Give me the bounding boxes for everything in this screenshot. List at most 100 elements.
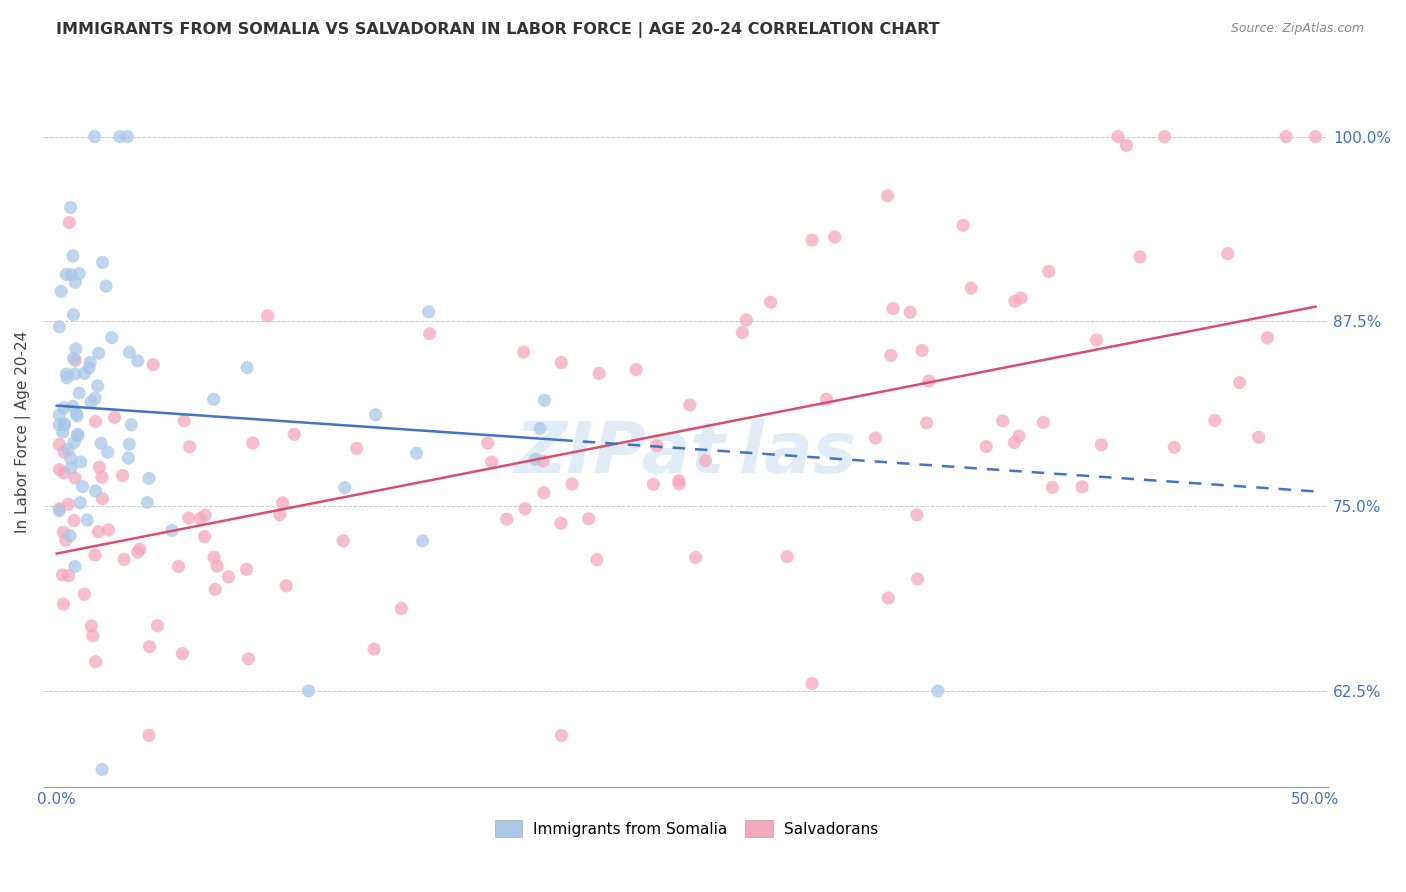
Point — [83, 129, 105, 144]
Point — [271, 496, 294, 510]
Point — [905, 508, 928, 522]
Point — [876, 188, 898, 202]
Point — [52, 525, 75, 540]
Point — [389, 601, 412, 615]
Point — [586, 553, 609, 567]
Point — [1153, 129, 1175, 144]
Point — [48, 437, 70, 451]
Point — [142, 358, 165, 372]
Point — [48, 417, 70, 432]
Point — [276, 579, 298, 593]
Point — [127, 354, 149, 368]
Point — [269, 508, 291, 522]
Point — [911, 343, 934, 358]
Point — [405, 446, 427, 460]
Point — [91, 255, 114, 269]
Point — [167, 559, 190, 574]
Point — [73, 587, 96, 601]
Point — [177, 511, 200, 525]
Point — [202, 392, 225, 407]
Point — [550, 728, 572, 742]
Point — [59, 451, 82, 466]
Point — [84, 415, 107, 429]
Point — [236, 360, 259, 375]
Point — [735, 313, 758, 327]
Point — [53, 466, 76, 480]
Point — [188, 511, 211, 525]
Point — [52, 597, 75, 611]
Point — [1010, 291, 1032, 305]
Point — [138, 728, 160, 742]
Y-axis label: In Labor Force | Age 20-24: In Labor Force | Age 20-24 — [15, 331, 31, 533]
Point — [172, 647, 194, 661]
Point — [668, 474, 690, 488]
Point — [48, 501, 70, 516]
Point — [643, 477, 665, 491]
Point — [477, 436, 499, 450]
Point — [238, 652, 260, 666]
Point — [63, 513, 86, 527]
Point — [1229, 376, 1251, 390]
Point — [412, 533, 434, 548]
Point — [865, 431, 887, 445]
Point — [65, 407, 87, 421]
Point — [49, 285, 72, 299]
Point — [90, 436, 112, 450]
Point — [194, 508, 217, 523]
Point — [283, 427, 305, 442]
Point — [97, 523, 120, 537]
Point — [513, 501, 536, 516]
Point — [578, 512, 600, 526]
Point — [84, 655, 107, 669]
Point — [53, 445, 76, 459]
Point — [52, 401, 75, 415]
Point — [55, 367, 77, 381]
Point — [907, 572, 929, 586]
Point — [48, 319, 70, 334]
Point — [66, 429, 89, 443]
Text: IMMIGRANTS FROM SOMALIA VS SALVADORAN IN LABOR FORCE | AGE 20-24 CORRELATION CHA: IMMIGRANTS FROM SOMALIA VS SALVADORAN IN… — [56, 22, 939, 38]
Point — [927, 684, 949, 698]
Point — [1204, 413, 1226, 427]
Point — [128, 542, 150, 557]
Point — [1115, 138, 1137, 153]
Point — [991, 414, 1014, 428]
Point — [1275, 129, 1298, 144]
Point — [531, 454, 554, 468]
Point — [1032, 415, 1054, 429]
Point — [1163, 440, 1185, 454]
Point — [84, 483, 107, 498]
Point — [103, 410, 125, 425]
Point — [80, 394, 103, 409]
Point — [63, 367, 86, 381]
Legend: Immigrants from Somalia, Salvadorans: Immigrants from Somalia, Salvadorans — [488, 814, 884, 843]
Point — [59, 201, 82, 215]
Point — [731, 326, 754, 340]
Point — [111, 468, 134, 483]
Point — [1107, 129, 1129, 144]
Point — [56, 371, 79, 385]
Point — [801, 233, 824, 247]
Point — [58, 568, 80, 582]
Point — [87, 346, 110, 360]
Point — [100, 331, 122, 345]
Point — [59, 529, 82, 543]
Point — [205, 559, 228, 574]
Point — [146, 619, 169, 633]
Point — [960, 281, 983, 295]
Point — [117, 129, 139, 144]
Point — [1216, 246, 1239, 260]
Point — [120, 417, 142, 432]
Point — [533, 393, 555, 408]
Point — [86, 379, 108, 393]
Point — [1004, 435, 1026, 450]
Text: Source: ZipAtlas.com: Source: ZipAtlas.com — [1230, 22, 1364, 36]
Point — [76, 513, 98, 527]
Point — [624, 362, 647, 376]
Point — [256, 309, 278, 323]
Point — [332, 533, 354, 548]
Point — [588, 367, 610, 381]
Point — [645, 439, 668, 453]
Point — [82, 629, 104, 643]
Point — [136, 495, 159, 509]
